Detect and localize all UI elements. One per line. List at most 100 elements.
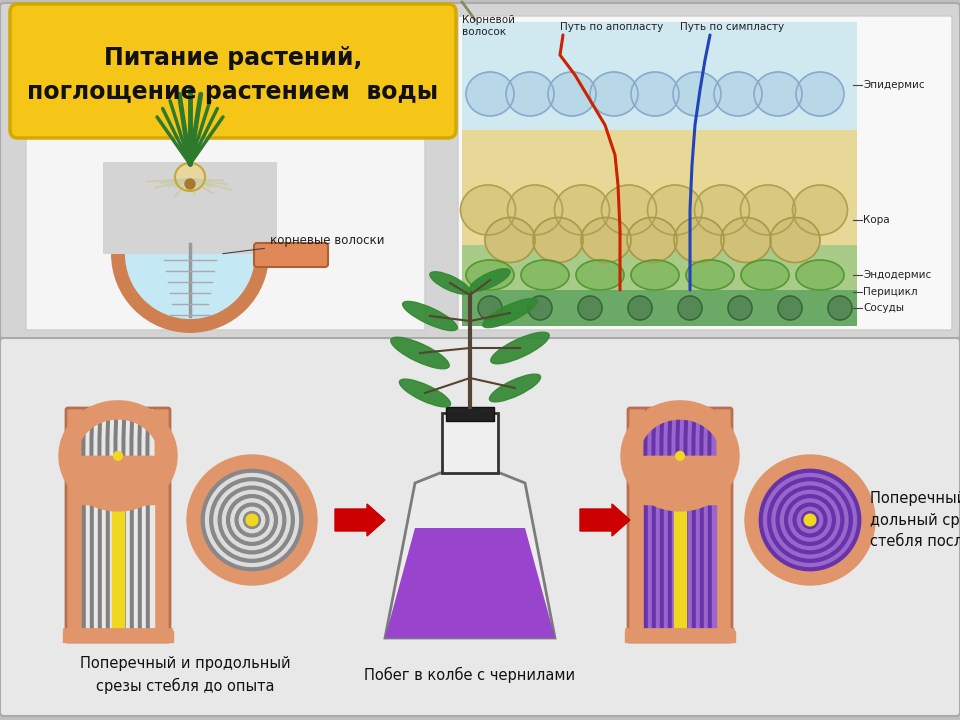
FancyBboxPatch shape [254,243,328,267]
Circle shape [678,296,702,320]
Ellipse shape [656,410,660,502]
Bar [646,456,654,504]
Ellipse shape [712,410,716,502]
Polygon shape [385,473,555,638]
Text: Поперечный и про-
дольный срезы
стебля после опыта: Поперечный и про- дольный срезы стебля п… [870,492,960,549]
Text: Корневой
волосок: Корневой волосок [462,15,515,37]
Ellipse shape [714,72,762,116]
Ellipse shape [86,410,90,502]
Bar [108,456,116,504]
Ellipse shape [770,217,820,263]
Bar [126,456,130,633]
FancyBboxPatch shape [0,338,960,716]
Circle shape [745,455,875,585]
Bar [656,456,660,633]
Ellipse shape [485,217,535,263]
Bar [674,456,682,504]
Ellipse shape [602,185,657,235]
Ellipse shape [118,410,122,502]
Ellipse shape [754,72,802,116]
Bar [446,407,494,421]
Circle shape [676,451,684,460]
Circle shape [227,495,277,545]
Ellipse shape [399,379,450,407]
Circle shape [230,499,274,541]
Ellipse shape [648,410,652,502]
Ellipse shape [694,185,750,235]
Text: Эпидермис: Эпидермис [863,80,924,90]
Bar [128,456,136,504]
Bar [86,456,90,633]
Bar [144,456,152,504]
Circle shape [246,514,258,526]
Ellipse shape [107,410,109,502]
Circle shape [218,486,286,554]
FancyArrow shape [580,504,630,536]
Bar [92,456,100,504]
Ellipse shape [98,410,102,502]
Circle shape [759,469,861,571]
Ellipse shape [506,72,554,116]
Bar [94,456,98,633]
Ellipse shape [676,410,680,502]
Bar [688,456,692,633]
Bar [644,456,648,633]
Ellipse shape [674,217,724,263]
Bar [698,456,706,504]
Bar [134,456,138,633]
Ellipse shape [644,410,648,502]
Ellipse shape [721,217,771,263]
Text: Кора: Кора [863,215,890,225]
Bar [102,456,106,633]
Text: Путь по симпласту: Путь по симпласту [680,22,784,32]
Ellipse shape [673,72,721,116]
Circle shape [528,296,552,320]
Circle shape [118,182,262,326]
Bar [686,456,694,504]
Ellipse shape [590,72,638,116]
Text: Питание растений,: Питание растений, [104,46,362,70]
Bar [652,456,656,633]
Ellipse shape [466,260,514,290]
Bar [106,456,110,633]
Ellipse shape [692,410,696,502]
Bar [84,456,92,504]
Bar [462,130,857,245]
Bar [712,456,716,633]
Text: корневые волоски: корневые волоски [223,234,385,253]
Circle shape [802,511,819,528]
Bar [462,245,857,290]
Text: Эндодермис: Эндодермис [863,270,931,280]
Bar [132,456,140,504]
Bar [694,456,702,504]
Circle shape [763,474,856,567]
Ellipse shape [664,410,668,502]
Ellipse shape [672,410,676,502]
Bar [146,456,150,633]
Polygon shape [385,528,555,638]
Ellipse shape [576,260,624,290]
Ellipse shape [469,269,510,292]
Text: Перицикл: Перицикл [863,287,918,297]
Bar [112,456,120,504]
FancyBboxPatch shape [66,408,170,642]
Ellipse shape [83,410,85,502]
Ellipse shape [521,260,569,290]
Ellipse shape [131,410,133,502]
Ellipse shape [700,410,704,502]
Circle shape [223,490,281,549]
Circle shape [185,179,195,189]
Ellipse shape [793,185,848,235]
Ellipse shape [652,410,656,502]
Bar [116,456,124,504]
Bar [654,456,662,504]
FancyBboxPatch shape [0,3,960,339]
Bar [140,456,148,504]
Ellipse shape [631,72,679,116]
Bar [708,456,712,633]
Bar [680,456,684,633]
Ellipse shape [555,185,610,235]
Bar [658,456,666,504]
Bar [670,456,678,504]
Circle shape [828,296,852,320]
